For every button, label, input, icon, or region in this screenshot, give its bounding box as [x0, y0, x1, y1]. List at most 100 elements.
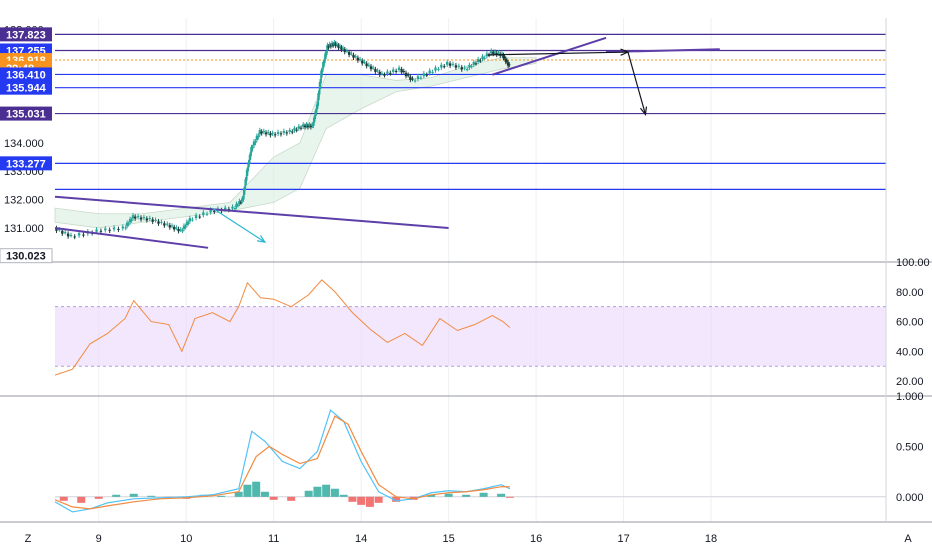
macd-histogram-bar [497, 493, 506, 497]
candle-body [187, 222, 190, 224]
rsi-tick-label: 20.00 [896, 376, 924, 388]
price-tag-label: 136.410 [6, 69, 46, 81]
candle-body [485, 53, 489, 57]
price-tick-label: 131.000 [4, 223, 44, 235]
candle-body [133, 216, 137, 219]
time-axis[interactable]: 9 10 11 14 15 16 17 18 Z A [25, 533, 913, 545]
candle-body [422, 73, 426, 77]
axes: 138.000137.000136.000135.000134.000133.0… [4, 18, 930, 522]
candle-body [160, 221, 163, 223]
candle-body [386, 71, 389, 74]
candle-body [308, 124, 311, 126]
candle-body [416, 76, 420, 79]
candle-body [95, 229, 98, 232]
candle-body [252, 141, 256, 146]
horizontal-levels[interactable] [55, 33, 886, 190]
candle-body [504, 58, 507, 62]
arrow-head [256, 235, 267, 243]
candle-body [345, 50, 349, 52]
candle-body [326, 44, 329, 51]
signal-line [54, 415, 510, 510]
candle-body [99, 230, 103, 232]
price-tag-label: 137.823 [6, 29, 46, 41]
candle-body [61, 230, 64, 234]
candle-body [181, 230, 184, 232]
candle-body [299, 127, 303, 129]
candle-body [248, 161, 251, 164]
candle-body [389, 72, 392, 74]
candle-body [443, 66, 446, 68]
candle-body [312, 117, 316, 123]
candle-body [66, 233, 70, 237]
time-tick-label: 9 [96, 533, 102, 545]
candle-body [483, 57, 486, 59]
candle-body [247, 162, 250, 168]
arrow-line [212, 207, 266, 243]
candle-body [343, 49, 346, 53]
time-tick-label: 15 [443, 533, 455, 545]
candle-body [341, 47, 345, 49]
candle-body [185, 221, 189, 226]
candle-body [175, 227, 178, 229]
candle-body [239, 202, 243, 204]
candle-body [502, 54, 505, 59]
time-tick-label: 17 [617, 533, 629, 545]
candle-body [279, 133, 283, 135]
chart-grid [0, 18, 932, 523]
candle-body [242, 188, 246, 195]
candle-body [380, 73, 384, 75]
candle-body [273, 134, 277, 136]
candle-body [451, 63, 455, 65]
candle-body [224, 207, 227, 210]
candle-body [194, 215, 198, 219]
candle-body [474, 63, 478, 65]
candle-body [151, 219, 154, 222]
candle-body [369, 66, 373, 70]
candle-body [276, 131, 280, 134]
macd-tick-label: 0.500 [896, 441, 924, 453]
candle-body [209, 209, 212, 213]
candle-body [179, 229, 182, 231]
candle-body [117, 228, 120, 230]
candle-body [468, 64, 471, 68]
price-tag-bg [0, 248, 53, 264]
candle-body [329, 45, 333, 47]
candle-body [317, 93, 320, 101]
candle-body [383, 74, 386, 76]
candle-body [354, 56, 357, 58]
candle-body [271, 132, 274, 134]
candle-body [314, 111, 317, 116]
candle-body [121, 226, 124, 229]
candle-body [127, 223, 130, 225]
candle-body [309, 125, 313, 128]
trend-line [54, 226, 209, 249]
candle-body [238, 201, 241, 204]
candle-body [376, 70, 379, 72]
trend-line [492, 36, 607, 76]
candle-body [202, 212, 205, 216]
candle-body [506, 62, 510, 66]
candle-body [306, 125, 310, 128]
candle-body [69, 235, 73, 237]
macd-histogram-bar [304, 490, 313, 497]
drawings-layer[interactable] [54, 36, 720, 249]
time-tick-label: 10 [180, 533, 192, 545]
candle-body [320, 70, 323, 78]
time-tick-label: 14 [355, 533, 367, 545]
macd-histogram-bar [348, 496, 357, 502]
candle-body [242, 196, 245, 200]
candle-body [347, 52, 351, 55]
candle-body [500, 53, 504, 55]
macd-histogram-bar [479, 492, 488, 497]
macd-histogram-bar [129, 493, 138, 497]
candle-body [328, 44, 331, 46]
candle-body [267, 131, 270, 133]
candle-body [340, 47, 343, 50]
candle-body [460, 67, 463, 70]
macd-tick-label: 0.000 [896, 492, 924, 504]
candle-body [108, 229, 111, 231]
candle-body [213, 210, 216, 212]
candle-body [55, 227, 58, 231]
macd-histogram-bar [243, 484, 252, 497]
